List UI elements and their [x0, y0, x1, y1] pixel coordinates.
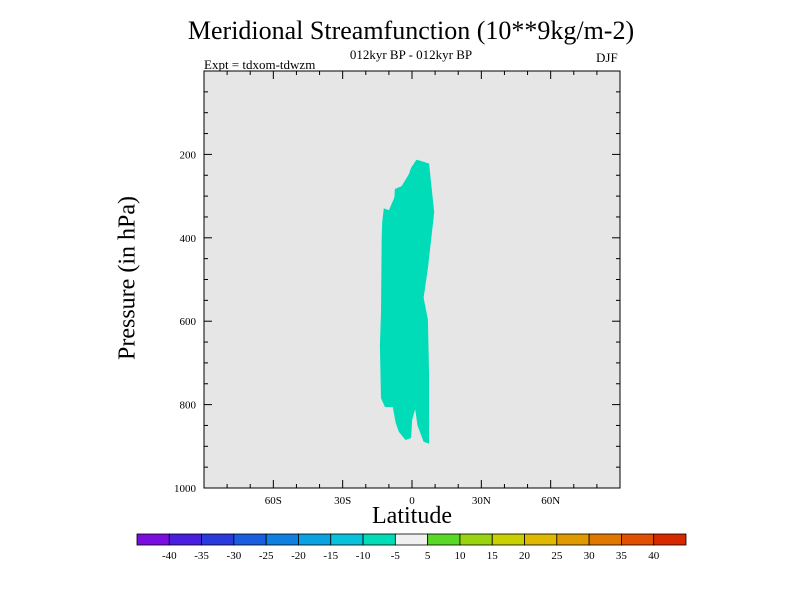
colorbar-label: -20 [291, 550, 306, 562]
colorbar-label: -10 [356, 550, 371, 562]
colorbar-label: 15 [487, 550, 499, 562]
season-label: DJF [596, 50, 618, 65]
x-tick-label: 60S [265, 495, 282, 507]
colorbar-swatch [394, 533, 429, 546]
colorbar-swatch [330, 533, 364, 546]
experiment-label: Expt = tdxom-tdwzm [204, 57, 316, 72]
colorbar-swatch [136, 533, 170, 546]
colorbar-swatch [459, 533, 493, 546]
colorbar-label: -40 [162, 550, 177, 562]
colorbar-label: -5 [391, 550, 401, 562]
colorbar-swatch [491, 533, 525, 546]
x-axis-label: Latitude [372, 503, 452, 529]
x-tick-label: 30S [334, 495, 351, 507]
chart-subtitle: 012kyr BP - 012kyr BP [349, 47, 473, 62]
colorbar-label: -15 [323, 550, 338, 562]
y-tick-label: 800 [180, 400, 197, 412]
y-tick-label: 600 [180, 316, 197, 328]
colorbar-label: 10 [454, 550, 466, 562]
colorbar-swatch [524, 533, 558, 546]
y-tick-label: 200 [180, 149, 197, 161]
y-tick-label: 1000 [174, 483, 197, 495]
colorbar-label: 30 [584, 550, 596, 562]
colorbar-swatch [168, 533, 202, 546]
x-tick-label: 0 [409, 495, 415, 507]
filled-contour-region [379, 159, 435, 444]
colorbar-swatch [653, 533, 687, 546]
colorbar-swatch [556, 533, 590, 546]
plot-frame [203, 70, 621, 489]
colorbar-swatch [298, 533, 332, 546]
colorbar-swatch [427, 533, 461, 546]
colorbar-label: -25 [259, 550, 274, 562]
chart-title: Meridional Streamfunction (10**9kg/m-2) [187, 16, 635, 45]
colorbar-label: 35 [616, 550, 628, 562]
colorbar-swatch [233, 533, 267, 546]
colorbar-swatch [621, 533, 655, 546]
colorbar-swatch [265, 533, 299, 546]
colorbar-label: 5 [425, 550, 431, 562]
axis-ticks: 60S 30S 0 30N 60N 200 400 600 800 1000 [174, 71, 621, 507]
colorbar-label: 25 [551, 550, 563, 562]
colorbar-swatch [588, 533, 622, 546]
colorbar-swatch [362, 533, 396, 546]
colorbar-label: -35 [194, 550, 209, 562]
x-tick-label: 30N [472, 495, 491, 507]
colorbar: -40 -35 -30 -25 -20 -15 -10 -5 5 10 15 20 25 30 35 40 [136, 533, 687, 562]
colorbar-label: 20 [519, 550, 531, 562]
colorbar-label: -30 [227, 550, 242, 562]
y-tick-label: 400 [180, 233, 197, 245]
x-tick-label: 60N [541, 495, 560, 507]
colorbar-label: 40 [648, 550, 660, 562]
colorbar-swatch [201, 533, 235, 546]
